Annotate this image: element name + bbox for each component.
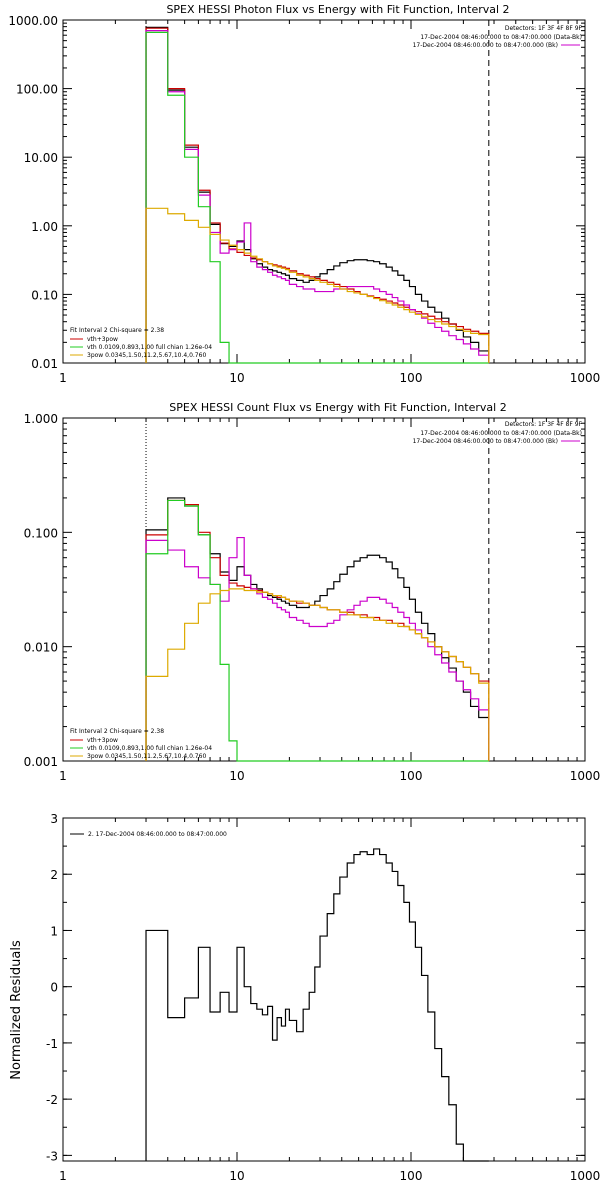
legend-label-vth3pow: vth+3pow <box>87 737 118 744</box>
panel-title: SPEX HESSI Photon Flux vs Energy with Fi… <box>166 3 509 16</box>
y-tick-label: 10.00 <box>24 151 58 165</box>
series-line-data-bk <box>145 26 490 363</box>
x-tick-label: 1 <box>59 769 67 783</box>
axes: 1 10 100 1000 -3 -2 -1 0 1 2 3 <box>46 812 600 1183</box>
plot-frame <box>62 19 586 364</box>
x-tick-label: 100 <box>400 371 423 385</box>
series-line-vth <box>145 499 489 762</box>
series-layer <box>145 418 490 762</box>
fit-legend-title: Fit Interval 2 Chi-square = 2.38 <box>70 327 164 334</box>
y-tick-label: -2 <box>46 1093 58 1107</box>
x-tick-label: 10 <box>229 1169 244 1183</box>
bk-interval-label: 17-Dec-2004 08:46:00.000 to 08:47:00.000… <box>413 42 558 49</box>
y-tick-label: -3 <box>46 1149 58 1163</box>
detectors-label: Detectors: 1F 3F 4F 8F 9F <box>505 25 583 32</box>
axes: 1 10 100 1000 0.001 0.010 0.100 1.000 <box>24 412 600 783</box>
y-tick-label: 1 <box>50 924 58 938</box>
plot-frame <box>62 417 586 762</box>
header-block: Detectors: 1F 3F 4F 8F 9F 17-Dec-2004 08… <box>413 421 583 445</box>
y-tick-label: 0 <box>50 981 58 995</box>
y-tick-label: 3 <box>50 812 58 826</box>
legend-label-3pow: 3pow 0.0345,1.50,11.2,5.67,10.4,0.760 <box>87 753 206 760</box>
series-line-vth-3pow <box>145 499 490 761</box>
legend: 2. 17-Dec-2004 08:46:00.000 to 08:47:00.… <box>70 831 227 838</box>
legend-label-residuals: 2. 17-Dec-2004 08:46:00.000 to 08:47:00.… <box>88 831 227 838</box>
series-line-3pow <box>145 207 490 363</box>
legend: Fit Interval 2 Chi-square = 2.38 vth+3po… <box>70 327 212 359</box>
y-tick-label: 0.100 <box>24 526 58 540</box>
series-line-data-bk <box>145 497 490 761</box>
x-tick-label: 10 <box>229 769 244 783</box>
x-tick-label: 100 <box>400 769 423 783</box>
count-flux-panel: SPEX HESSI Count Flux vs Energy with Fit… <box>24 401 600 783</box>
y-tick-label: 0.010 <box>24 641 58 655</box>
y-tick-label: 0.001 <box>24 755 58 769</box>
series-line-3pow <box>145 588 490 761</box>
residuals-panel: Normalized Residuals 1 10 100 1000 -3 -2 -1 0 1 2… <box>9 812 600 1183</box>
x-tick-label: 1 <box>59 1169 67 1183</box>
y-tick-label: 1000.00 <box>8 14 58 28</box>
detectors-label: Detectors: 1F 3F 4F 8F 9F <box>505 421 583 428</box>
series-layer <box>145 20 490 364</box>
plot-frame <box>62 817 586 1162</box>
y-tick-label: 1.000 <box>24 412 58 426</box>
y-tick-label: 100.00 <box>16 83 58 97</box>
data-bk-interval-label: 17-Dec-2004 08:46:00.000 to 08:47:00.000… <box>420 430 582 437</box>
series-line-2-17-dec-2004-08-46-00-0 <box>145 848 489 1162</box>
header-block: Detectors: 1F 3F 4F 8F 9F 17-Dec-2004 08… <box>413 25 583 49</box>
panel-title: SPEX HESSI Count Flux vs Energy with Fit… <box>169 401 506 414</box>
x-tick-label: 1000 <box>570 769 600 783</box>
y-tick-label: 2 <box>50 868 58 882</box>
y-tick-label: 0.10 <box>31 288 58 302</box>
x-tick-label: 10 <box>229 371 244 385</box>
x-tick-label: 1 <box>59 371 67 385</box>
x-tick-label: 1000 <box>570 1169 600 1183</box>
series-line-bk <box>145 30 490 363</box>
series-layer <box>145 848 489 1162</box>
photon-flux-panel: SPEX HESSI Photon Flux vs Energy with Fi… <box>8 3 600 385</box>
fit-legend-title: Fit Interval 2 Chi-square = 2.38 <box>70 728 164 735</box>
legend-label-vth: vth 0.0109,0.893,1.00 full chian 1.26e-0… <box>87 745 212 752</box>
y-tick-label: 1.00 <box>31 220 58 234</box>
legend-label-vth: vth 0.0109,0.893,1.00 full chian 1.26e-0… <box>87 344 212 351</box>
y-tick-label: 0.01 <box>31 357 58 371</box>
y-axis-label: Normalized Residuals <box>9 940 24 1080</box>
y-tick-label: -1 <box>46 1037 58 1051</box>
x-tick-label: 1000 <box>570 371 600 385</box>
series-line-bk <box>145 536 490 761</box>
data-bk-interval-label: 17-Dec-2004 08:46:00.000 to 08:47:00.000… <box>420 34 582 41</box>
legend-label-3pow: 3pow 0.0345,1.50,11.2,5.67,10.4,0.760 <box>87 352 206 359</box>
series-line-vth <box>145 31 489 364</box>
x-tick-label: 100 <box>400 1169 423 1183</box>
series-line-vth-3pow <box>145 27 490 363</box>
bk-interval-label: 17-Dec-2004 08:46:00.000 to 08:47:00.000… <box>413 438 558 445</box>
legend-label-vth3pow: vth+3pow <box>87 336 118 343</box>
legend: Fit Interval 2 Chi-square = 2.38 vth+3po… <box>70 728 212 760</box>
